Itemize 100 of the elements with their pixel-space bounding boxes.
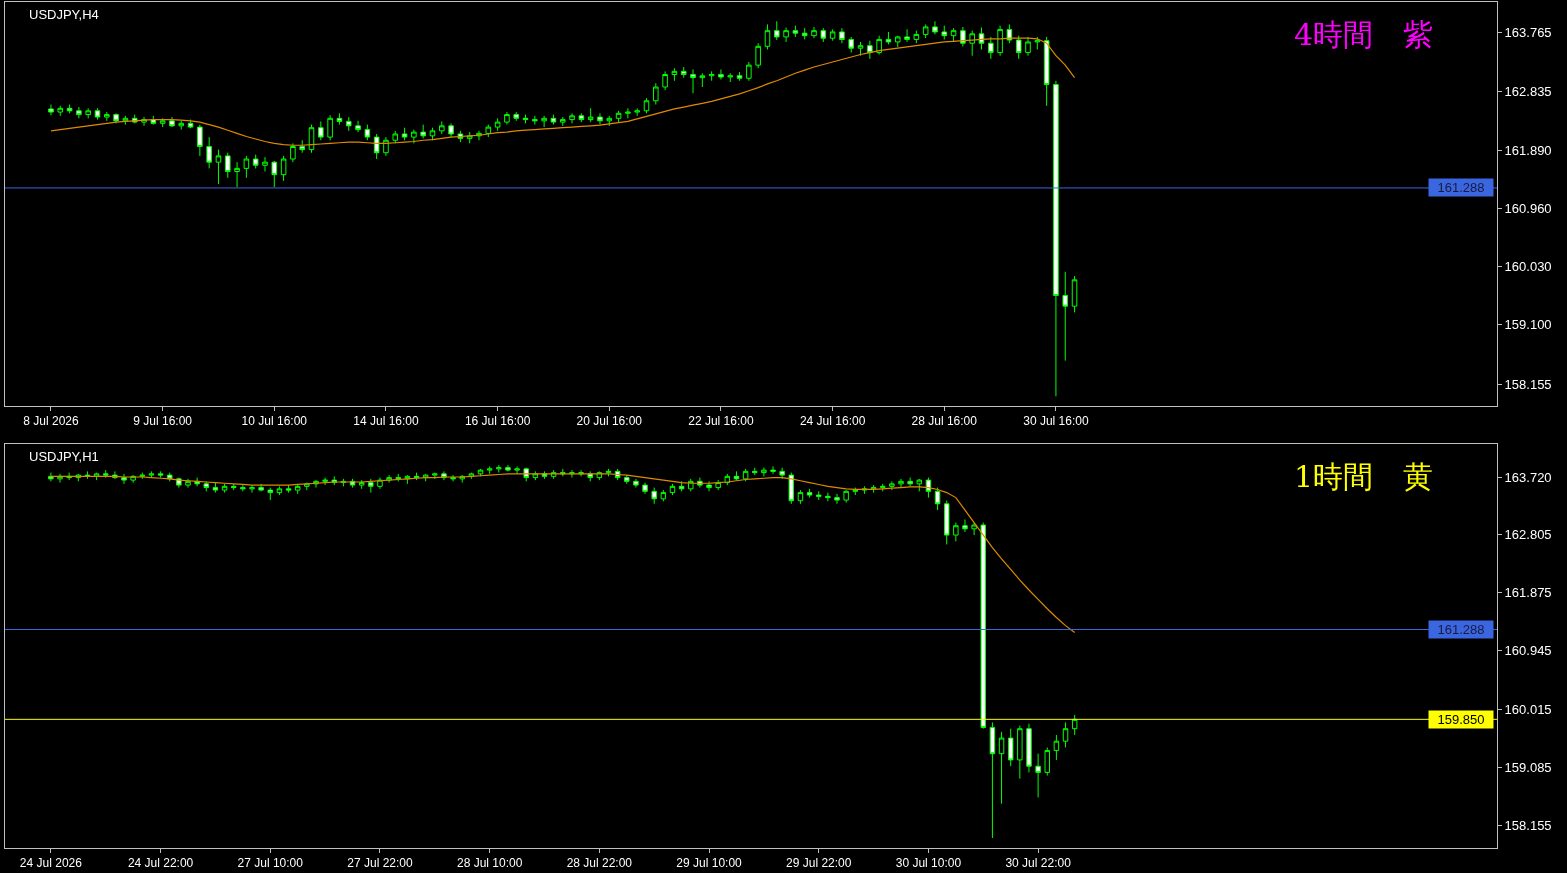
candlestick: [706, 480, 712, 492]
ref-line-label: 161.288: [1437, 622, 1485, 637]
candlestick: [1071, 714, 1078, 736]
candlestick: [494, 117, 501, 132]
x-tick-label: 24 Jul 22:00: [127, 856, 194, 871]
candlestick: [1035, 753, 1041, 798]
candlestick: [634, 107, 640, 117]
candlestick: [811, 26, 817, 39]
candlestick: [916, 478, 923, 492]
candlestick: [1034, 36, 1041, 50]
y-tick-label: 160.960: [1504, 201, 1552, 217]
candlestick: [779, 467, 785, 480]
candlestick: [848, 36, 854, 54]
candlestick: [971, 522, 977, 536]
candlestick: [1071, 275, 1078, 313]
y-tick-label: 158.155: [1504, 376, 1552, 392]
candlestick: [224, 152, 231, 179]
ref-line-label: 159.850: [1437, 712, 1485, 727]
candlestick: [322, 477, 328, 486]
candlestick: [953, 522, 959, 542]
x-tick-label: 16 Jul 16:00: [464, 414, 531, 429]
candlestick: [867, 40, 873, 60]
ref-line-label: 161.288: [1437, 180, 1485, 195]
candlestick: [950, 27, 957, 43]
candlestick: [569, 112, 575, 124]
candlestick: [203, 480, 210, 492]
line-series: [50, 37, 1076, 146]
candlestick: [327, 114, 333, 141]
candlestick: [234, 161, 240, 188]
candlestick: [829, 28, 836, 42]
candlestick: [898, 478, 904, 489]
candlestick: [1017, 725, 1023, 780]
candlestick: [383, 136, 389, 157]
candlestick: [373, 133, 380, 160]
candlestick: [271, 160, 278, 188]
y-tick-label: 162.835: [1504, 83, 1552, 99]
candlestick: [178, 120, 185, 131]
candlestick: [1026, 723, 1032, 773]
candlestick: [468, 472, 475, 480]
candlestick: [243, 155, 250, 179]
candlestick: [680, 66, 687, 79]
candlestick: [85, 107, 91, 119]
candlestick: [221, 483, 228, 494]
x-tick-label: 30 Jul 10:00: [895, 856, 962, 871]
candlestick: [1053, 734, 1060, 761]
candlestick: [816, 490, 822, 501]
candlestick: [122, 115, 129, 126]
candlestick: [66, 104, 73, 114]
chart-title: USDJPY,H4: [29, 7, 99, 22]
candlestick: [280, 155, 287, 182]
candlestick: [215, 149, 222, 185]
candlestick: [671, 67, 678, 82]
candlestick: [395, 473, 401, 482]
candlestick: [249, 484, 255, 494]
candlestick: [801, 27, 808, 40]
candlestick: [157, 470, 164, 479]
candlestick: [752, 467, 758, 476]
candlestick: [230, 483, 237, 491]
candlestick: [336, 112, 343, 126]
candlestick: [486, 465, 493, 475]
candlestick: [820, 27, 827, 43]
y-tick-label: 159.085: [1504, 759, 1552, 775]
candlestick: [742, 468, 749, 482]
candlestick: [904, 28, 910, 43]
candlestick: [187, 119, 194, 129]
candlestick: [715, 479, 721, 491]
candlestick: [733, 470, 740, 481]
candlestick: [989, 721, 996, 839]
candlestick: [788, 472, 795, 505]
candlestick: [1025, 36, 1031, 57]
candlestick: [262, 156, 268, 173]
candlestick: [770, 465, 776, 475]
candlestick: [276, 485, 283, 496]
candlestick: [76, 106, 82, 119]
candlestick: [48, 472, 54, 482]
candlestick: [662, 70, 668, 91]
candlestick: [1006, 23, 1013, 44]
candlestick: [783, 27, 789, 43]
candlestick: [797, 489, 804, 505]
x-tick-label: 9 Jul 16:00: [133, 414, 193, 429]
candlestick: [355, 120, 361, 133]
candlestick: [761, 467, 767, 477]
x-tick-label: 28 Jul 10:00: [456, 856, 523, 871]
candlestick: [358, 479, 365, 490]
chart-title: USDJPY,H1: [29, 449, 99, 464]
y-tick-label: 163.720: [1504, 470, 1552, 486]
candlestick: [857, 41, 864, 57]
x-tick-label: 14 Jul 16:00: [353, 414, 419, 429]
x-tick-label: 29 Jul 10:00: [676, 856, 743, 871]
candlestick: [642, 482, 648, 495]
candlestick: [980, 522, 987, 730]
candlestick: [364, 124, 371, 141]
candlestick: [429, 127, 436, 141]
candlestick: [997, 25, 1003, 57]
candlestick: [922, 23, 929, 39]
candlestick: [532, 115, 538, 126]
candlestick: [907, 477, 913, 487]
candlestick: [197, 124, 203, 157]
x-tick-label: 10 Jul 16:00: [241, 414, 308, 429]
candlestick: [148, 470, 155, 479]
